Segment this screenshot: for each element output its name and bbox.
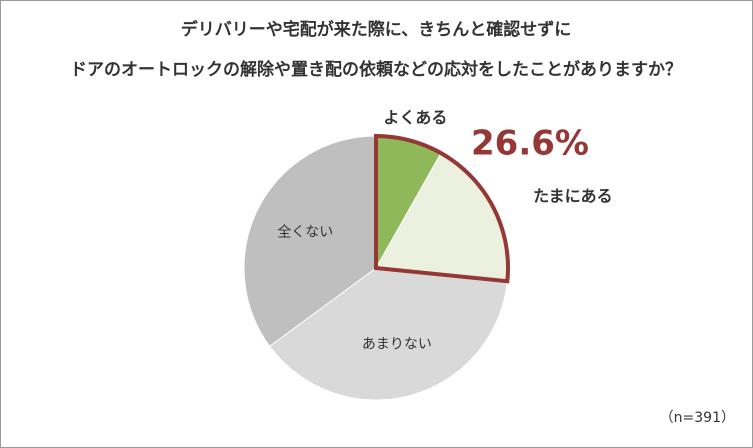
slice-label: たまにある: [533, 187, 613, 206]
slice-label: 全くない: [277, 223, 333, 240]
pie-slice: [243, 135, 377, 347]
chart-title: ドアのオートロックの解除や置き配の依頼などの応対をしたことがありますか？: [70, 59, 682, 80]
slice-label: よくある: [383, 108, 447, 127]
note: （n=391）: [660, 410, 735, 426]
slice-label: あまりない: [362, 336, 432, 352]
highlight-outline: [374, 133, 510, 284]
annotation: 26.6%: [471, 124, 589, 164]
pie-slice: [268, 267, 508, 401]
chart-title: デリバリーや宅配が来た際に、きちんと確認せずに: [181, 19, 572, 40]
